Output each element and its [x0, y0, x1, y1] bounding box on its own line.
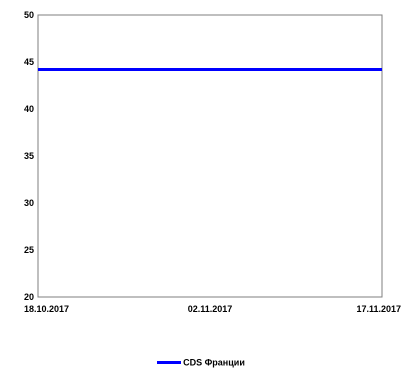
- y-tick-label: 20: [24, 292, 34, 302]
- legend-swatch: [157, 361, 182, 365]
- x-tick-label: 18.10.2017: [24, 304, 69, 314]
- legend: CDS Франции: [0, 357, 402, 368]
- plot-area: [37, 14, 383, 298]
- y-tick-label: 40: [24, 104, 34, 114]
- y-tick-label: 25: [24, 245, 34, 255]
- x-axis-ticks: 18.10.2017 02.11.2017 17.11.2017: [24, 304, 401, 314]
- x-tick-label: 17.11.2017: [356, 304, 401, 314]
- y-tick-label: 45: [24, 57, 34, 67]
- y-tick-label: 35: [24, 151, 34, 161]
- y-tick-label: 30: [24, 198, 34, 208]
- y-axis-ticks: 20 25 30 35 40 45 50: [24, 10, 34, 302]
- legend-label: CDS Франции: [183, 357, 245, 368]
- y-tick-label: 50: [24, 10, 34, 20]
- x-tick-label: 02.11.2017: [188, 304, 233, 314]
